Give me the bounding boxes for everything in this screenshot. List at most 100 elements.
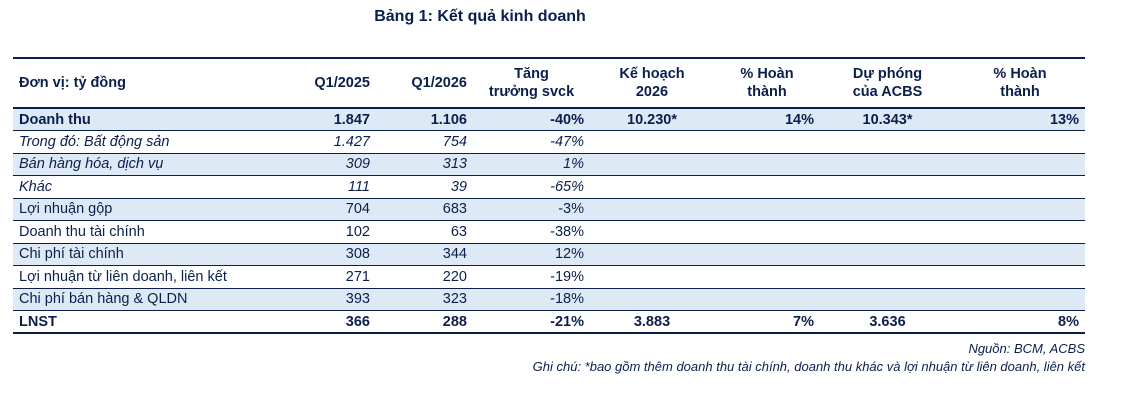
cell-forecast — [820, 220, 955, 244]
table-row: Chi phí bán hàng & QLDN 393 323 -18% — [13, 288, 1085, 311]
cell-q1-2026: 220 — [376, 265, 473, 289]
cell-q1-2026: 754 — [376, 130, 473, 154]
cell-q1-2025: 271 — [269, 265, 376, 289]
cell-q1-2025: 102 — [269, 220, 376, 244]
cell-pct-plan — [714, 243, 820, 266]
cell-pct-plan — [714, 175, 820, 199]
cell-plan — [590, 288, 714, 311]
table-notes: Nguồn: BCM, ACBS Ghi chú: *bao gồm thêm … — [533, 340, 1085, 376]
cell-plan: 10.230* — [590, 107, 714, 131]
table-row: Doanh thu 1.847 1.106 -40% 10.230* 14% 1… — [13, 107, 1085, 131]
cell-plan — [590, 220, 714, 244]
row-label: Khác — [13, 175, 269, 199]
cell-growth: -38% — [473, 220, 590, 244]
cell-q1-2025: 309 — [269, 153, 376, 176]
cell-pct-forecast — [955, 220, 1085, 244]
cell-pct-forecast — [955, 265, 1085, 289]
cell-plan — [590, 265, 714, 289]
cell-q1-2026: 344 — [376, 243, 473, 266]
cell-growth: -40% — [473, 107, 590, 131]
table-row: Bán hàng hóa, dịch vụ 309 313 1% — [13, 153, 1085, 176]
header-unit: Đơn vị: tỷ đồng — [13, 57, 269, 108]
table-row: Lợi nhuận từ liên doanh, liên kết 271 22… — [13, 265, 1085, 289]
cell-pct-plan — [714, 288, 820, 311]
row-label: Bán hàng hóa, dịch vụ — [13, 153, 269, 176]
cell-growth: 1% — [473, 153, 590, 176]
cell-growth: -21% — [473, 310, 590, 334]
table-title: Bảng 1: Kết quả kinh doanh — [374, 8, 586, 25]
cell-q1-2026: 1.106 — [376, 107, 473, 131]
cell-plan: 3.883 — [590, 310, 714, 334]
cell-plan — [590, 130, 714, 154]
cell-pct-plan — [714, 265, 820, 289]
cell-growth: -47% — [473, 130, 590, 154]
cell-pct-plan — [714, 220, 820, 244]
cell-q1-2026: 63 — [376, 220, 473, 244]
cell-growth: -3% — [473, 198, 590, 221]
table-row: Chi phí tài chính 308 344 12% — [13, 243, 1085, 266]
row-label: Lợi nhuận từ liên doanh, liên kết — [13, 265, 269, 289]
footnote: Ghi chú: *bao gồm thêm doanh thu tài chí… — [532, 359, 1085, 374]
cell-pct-forecast — [955, 288, 1085, 311]
row-label: LNST — [13, 310, 269, 334]
header-forecast: Dự phóng của ACBS — [820, 57, 955, 108]
cell-forecast: 3.636 — [820, 310, 955, 334]
cell-q1-2025: 704 — [269, 198, 376, 221]
cell-forecast — [820, 153, 955, 176]
table-row: Lợi nhuận gộp 704 683 -3% — [13, 198, 1085, 221]
cell-pct-forecast: 13% — [955, 107, 1085, 131]
table-row: Khác 111 39 -65% — [13, 175, 1085, 199]
header-pct-plan: % Hoàn thành — [714, 57, 820, 108]
cell-q1-2026: 323 — [376, 288, 473, 311]
cell-growth: -65% — [473, 175, 590, 199]
cell-forecast: 10.343* — [820, 107, 955, 131]
cell-q1-2026: 313 — [376, 153, 473, 176]
cell-forecast — [820, 175, 955, 199]
row-label: Chi phí tài chính — [13, 243, 269, 266]
cell-pct-plan: 7% — [714, 310, 820, 334]
cell-q1-2025: 1.847 — [269, 107, 376, 131]
header-pct-forecast: % Hoàn thành — [955, 57, 1085, 108]
row-label: Trong đó: Bất động sản — [13, 130, 269, 154]
cell-growth: 12% — [473, 243, 590, 266]
cell-pct-forecast — [955, 198, 1085, 221]
cell-pct-forecast — [955, 130, 1085, 154]
cell-forecast — [820, 198, 955, 221]
cell-q1-2025: 366 — [269, 310, 376, 334]
cell-forecast — [820, 243, 955, 266]
table-row: Doanh thu tài chính 102 63 -38% — [13, 220, 1085, 244]
cell-forecast — [820, 288, 955, 311]
table-row: LNST 366 288 -21% 3.883 7% 3.636 8% — [13, 310, 1085, 334]
cell-q1-2025: 1.427 — [269, 130, 376, 154]
cell-q1-2025: 308 — [269, 243, 376, 266]
header-q1-2025: Q1/2025 — [269, 57, 376, 108]
table-row: Trong đó: Bất động sản 1.427 754 -47% — [13, 130, 1085, 154]
cell-q1-2025: 111 — [269, 175, 376, 199]
header-row: Đơn vị: tỷ đồng Q1/2025 Q1/2026 Tăng trưở… — [13, 57, 1085, 108]
cell-q1-2026: 39 — [376, 175, 473, 199]
cell-forecast — [820, 130, 955, 154]
cell-plan — [590, 153, 714, 176]
cell-pct-plan — [714, 198, 820, 221]
cell-forecast — [820, 265, 955, 289]
row-label: Chi phí bán hàng & QLDN — [13, 288, 269, 311]
cell-pct-forecast — [955, 175, 1085, 199]
cell-pct-plan — [714, 153, 820, 176]
cell-plan — [590, 175, 714, 199]
cell-growth: -18% — [473, 288, 590, 311]
cell-q1-2025: 393 — [269, 288, 376, 311]
business-results-table: Đơn vị: tỷ đồng Q1/2025 Q1/2026 Tăng trưở… — [13, 57, 1085, 334]
cell-q1-2026: 683 — [376, 198, 473, 221]
cell-pct-forecast — [955, 243, 1085, 266]
cell-pct-plan — [714, 130, 820, 154]
cell-pct-forecast — [955, 153, 1085, 176]
cell-plan — [590, 198, 714, 221]
row-label: Lợi nhuận gộp — [13, 198, 269, 221]
source-note: Nguồn: BCM, ACBS — [968, 341, 1085, 356]
cell-plan — [590, 243, 714, 266]
cell-pct-plan: 14% — [714, 107, 820, 131]
header-plan-2026: Kế hoạch 2026 — [590, 57, 714, 108]
cell-pct-forecast: 8% — [955, 310, 1085, 334]
header-growth: Tăng trưởng svck — [473, 57, 590, 108]
row-label: Doanh thu tài chính — [13, 220, 269, 244]
